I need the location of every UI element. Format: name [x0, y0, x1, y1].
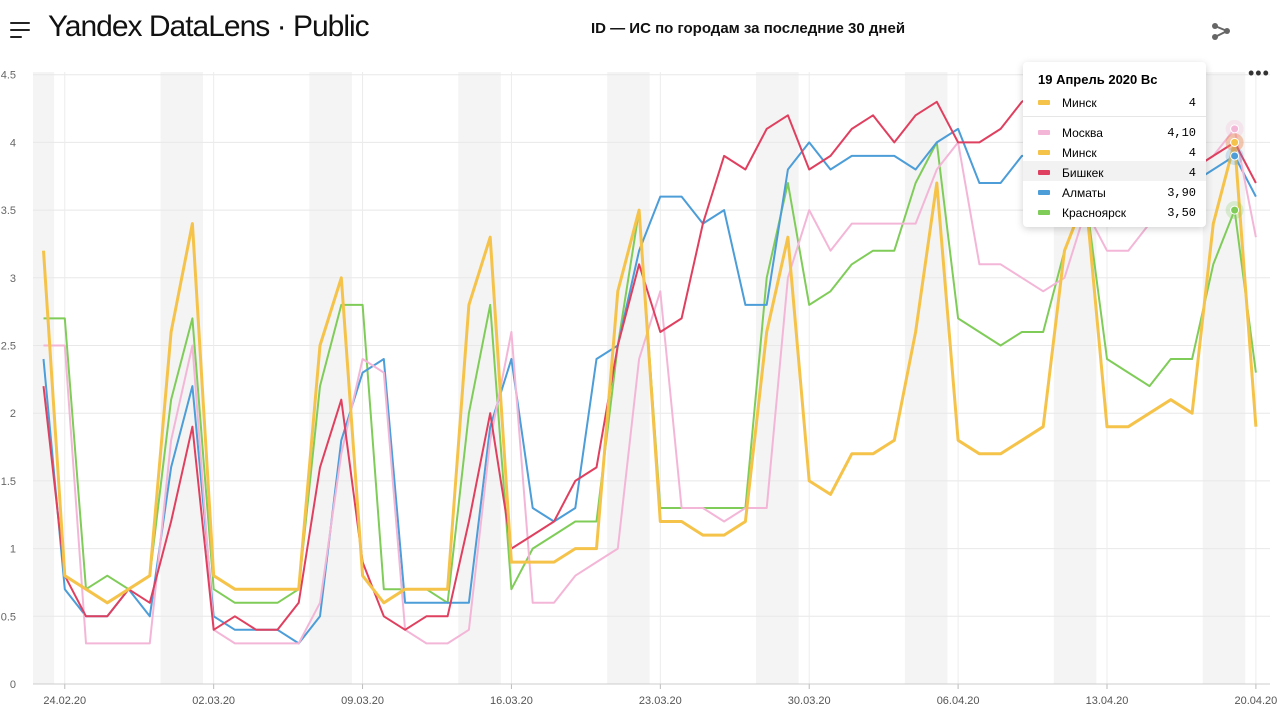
tooltip-swatch	[1038, 100, 1050, 105]
weekend-band	[756, 72, 799, 684]
x-tick-label: 20.04.20	[1234, 695, 1277, 707]
tooltip-row: Минск 4	[1038, 144, 1196, 162]
y-tick-label: 3	[10, 273, 16, 285]
tooltip-swatch	[1038, 150, 1050, 155]
tooltip-series-value: 3,50	[1167, 206, 1196, 220]
tooltip: 19 Апрель 2020 Вс Минск 4 Москва 4,10 Минс…	[1023, 62, 1206, 227]
tooltip-row-highlight	[1023, 161, 1206, 181]
tooltip-series-name: Минск	[1062, 146, 1097, 160]
tooltip-swatch	[1038, 210, 1050, 215]
tooltip-series-name: Бишкек	[1062, 166, 1104, 180]
hover-point[interactable]	[1230, 151, 1240, 161]
y-tick-label: 0.5	[1, 611, 16, 623]
tooltip-row: Алматы 3,90	[1038, 184, 1196, 202]
tooltip-series-name: Минск	[1062, 96, 1097, 110]
tooltip-series-value: 4	[1188, 146, 1196, 160]
weekend-band	[458, 72, 501, 684]
tooltip-series-name: Алматы	[1062, 186, 1106, 200]
y-tick-label: 0	[10, 679, 16, 691]
y-tick-label: 4	[10, 137, 16, 149]
tooltip-row: Красноярск 3,50	[1038, 204, 1196, 222]
x-tick-label: 24.02.20	[43, 695, 86, 707]
y-tick-label: 2	[10, 408, 16, 420]
y-tick-label: 1	[10, 544, 16, 556]
tooltip-date: 19 Апрель 2020 Вс	[1038, 72, 1158, 87]
series-line-Минск[interactable]	[42, 140, 1258, 605]
weekend-band	[33, 72, 55, 684]
x-tick-label: 02.03.20	[192, 695, 235, 707]
app-logo[interactable]: Yandex DataLens · Public	[48, 10, 370, 43]
tooltip-divider	[1023, 116, 1206, 117]
tooltip-series-value: 4	[1188, 166, 1196, 180]
tooltip-series-name: Красноярск	[1062, 206, 1127, 220]
y-tick-label: 3.5	[1, 205, 16, 217]
tooltip-series-value: 4	[1188, 96, 1196, 110]
line-chart: 0 0.5 1 1.5 2 2.5 3 3.5 4 4.5 24.02.20 02.03.20 09.…	[1, 70, 1278, 707]
x-tick-label: 06.04.20	[937, 695, 980, 707]
menu-icon[interactable]	[10, 22, 30, 38]
hover-point[interactable]	[1230, 205, 1240, 215]
x-tick-label: 23.03.20	[639, 695, 682, 707]
y-tick-label: 1.5	[1, 476, 16, 488]
more-icon[interactable]: •••	[1248, 63, 1270, 83]
share-icon[interactable]	[1210, 20, 1232, 42]
x-tick-label: 13.04.20	[1086, 695, 1129, 707]
tooltip-series-name: Москва	[1062, 126, 1103, 140]
tooltip-pinned-row: Минск 4	[1038, 94, 1196, 112]
chart-title: ID — ИС по городам за последние 30 дней	[590, 20, 906, 37]
tooltip-swatch	[1038, 170, 1050, 175]
y-tick-label: 2.5	[1, 341, 16, 353]
header-bar: Yandex DataLens · Public ID — ИС по горо…	[0, 0, 1280, 62]
tooltip-swatch	[1038, 190, 1050, 195]
tooltip-row: Москва 4,10	[1038, 124, 1196, 142]
y-tick-label: 4.5	[1, 70, 16, 82]
tooltip-series-value: 3,90	[1167, 186, 1196, 200]
x-tick-label: 16.03.20	[490, 695, 533, 707]
x-tick-label: 09.03.20	[341, 695, 384, 707]
tooltip-swatch	[1038, 130, 1050, 135]
tooltip-row: Бишкек 4	[1038, 164, 1196, 182]
x-tick-label: 30.03.20	[788, 695, 831, 707]
hover-point[interactable]	[1230, 124, 1240, 134]
hover-point[interactable]	[1230, 137, 1240, 147]
tooltip-series-value: 4,10	[1167, 126, 1196, 140]
series-line-Москва[interactable]	[43, 127, 1257, 645]
